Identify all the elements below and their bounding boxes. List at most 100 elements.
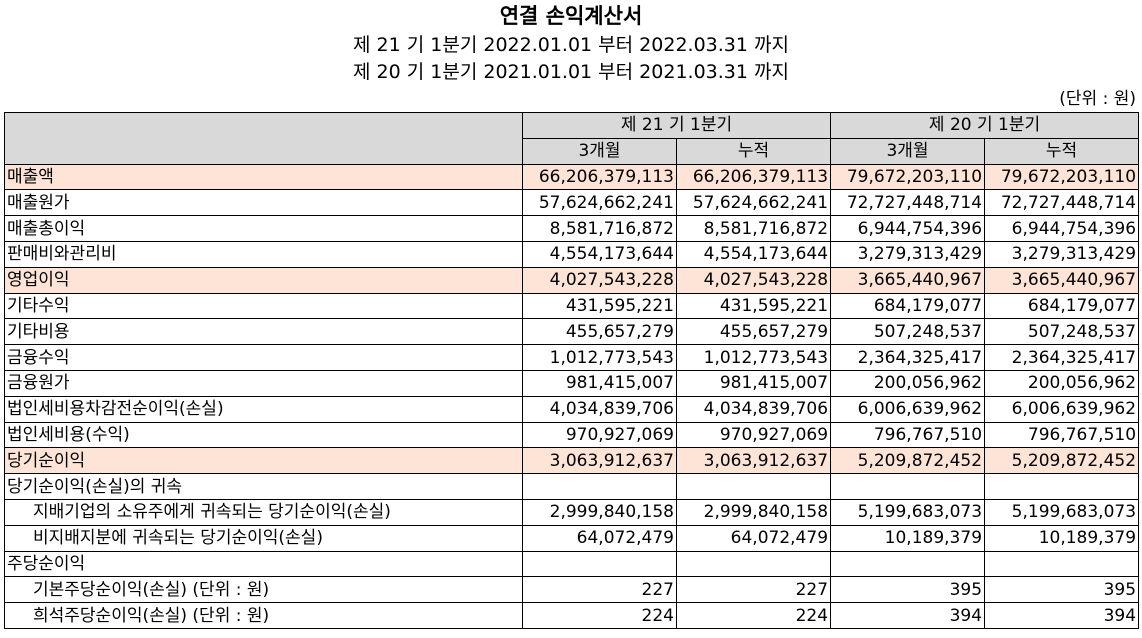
table-row: 비지배지분에 귀속되는 당기순이익(손실) 64,072,479 64,072,… (4, 524, 1140, 552)
cell-value: 72,727,448,714 (830, 189, 986, 217)
row-label: 지배기업의 소유주에게 귀속되는 당기순이익(손실) (4, 498, 523, 526)
cell-value: 227 (675, 576, 832, 604)
cell-value: 10,189,379 (830, 524, 986, 552)
table-row: 법인세비용(수익) 970,927,069 970,927,069 796,76… (4, 421, 1140, 449)
cell-value: 5,209,872,452 (830, 447, 986, 475)
cell-value: 8,581,716,872 (522, 215, 677, 242)
cell-value: 72,727,448,714 (984, 189, 1140, 217)
period-prior: 제 20 기 1분기 2021.01.01 부터 2021.03.31 까지 (353, 61, 789, 83)
period-current: 제 21 기 1분기 2022.01.01 부터 2022.03.31 까지 (353, 34, 789, 56)
table-row: 당기순이익(손실)의 귀속 (4, 473, 1140, 500)
header-cum-prior: 누적 (984, 137, 1140, 165)
cell-value: 796,767,510 (984, 421, 1140, 449)
cell-value: 6,006,639,962 (830, 395, 986, 423)
row-label: 비지배지분에 귀속되는 당기순이익(손실) (4, 524, 523, 552)
cell-value: 10,189,379 (984, 524, 1140, 552)
table-row: 판매비와관리비 4,554,173,644 4,554,173,644 3,27… (4, 240, 1140, 268)
table-row: 금융수익 1,012,773,543 1,012,773,543 2,364,3… (4, 344, 1140, 371)
cell-value: 8,581,716,872 (675, 215, 832, 242)
row-label: 기타수익 (4, 292, 523, 320)
cell-value: 3,665,440,967 (830, 266, 986, 294)
row-label: 영업이익 (4, 266, 523, 294)
cell-value: 79,672,203,110 (830, 163, 986, 191)
cell-value: 6,944,754,396 (984, 215, 1140, 242)
header-row-sub: 3개월 누적 3개월 누적 (5, 137, 1140, 165)
table-row: 기타비용 455,657,279 455,657,279 507,248,537… (4, 318, 1140, 346)
cell-value: 79,672,203,110 (984, 163, 1140, 191)
table-row: 기타수익 431,595,221 431,595,221 684,179,077… (4, 292, 1140, 320)
cell-value: 1,012,773,543 (522, 344, 677, 371)
cell-value: 395 (830, 576, 986, 604)
cell-value: 3,665,440,967 (984, 266, 1140, 294)
cell-value: 200,056,962 (984, 369, 1140, 397)
cell-value: 394 (830, 602, 986, 629)
table-row: 기본주당순이익(손실) (단위 : 원) 227 227 395 395 (4, 576, 1140, 604)
cell-value (830, 550, 986, 578)
cell-value: 981,415,007 (675, 369, 832, 397)
cell-value (675, 473, 832, 500)
header-3m-prior: 3개월 (830, 137, 986, 165)
cell-value: 66,206,379,113 (522, 163, 677, 191)
cell-value: 6,944,754,396 (830, 215, 986, 242)
cell-value (984, 473, 1140, 500)
cell-value: 507,248,537 (984, 318, 1140, 346)
cell-value (522, 550, 677, 578)
cell-value: 1,012,773,543 (675, 344, 832, 371)
cell-value: 57,624,662,241 (675, 189, 832, 217)
row-label: 판매비와관리비 (4, 240, 523, 268)
cell-value: 227 (522, 576, 677, 604)
cell-value: 3,063,912,637 (522, 447, 677, 475)
cell-value: 507,248,537 (830, 318, 986, 346)
cell-value (675, 550, 832, 578)
cell-value: 2,364,325,417 (830, 344, 986, 371)
row-label: 매출액 (4, 163, 523, 191)
cell-value: 4,027,543,228 (675, 266, 832, 294)
cell-value: 2,364,325,417 (984, 344, 1140, 371)
cell-value: 4,554,173,644 (522, 240, 677, 268)
cell-value: 5,209,872,452 (984, 447, 1140, 475)
cell-value: 684,179,077 (984, 292, 1140, 320)
cell-value: 981,415,007 (522, 369, 677, 397)
row-label: 기본주당순이익(손실) (단위 : 원) (4, 576, 523, 604)
cell-value: 224 (522, 602, 677, 629)
row-label: 당기순이익 (4, 447, 523, 475)
row-label: 매출원가 (4, 189, 523, 217)
unit-label: (단위 : 원) (1059, 89, 1136, 109)
cell-value: 2,999,840,158 (522, 498, 677, 526)
cell-value: 4,027,543,228 (522, 266, 677, 294)
cell-value: 394 (984, 602, 1140, 629)
header-group-current: 제 21 기 1분기 (521, 112, 832, 139)
cell-value: 684,179,077 (830, 292, 986, 320)
table-row: 영업이익 4,027,543,228 4,027,543,228 3,665,4… (4, 266, 1140, 294)
table-row: 매출액 66,206,379,113 66,206,379,113 79,672… (4, 163, 1140, 191)
cell-value: 3,279,313,429 (984, 240, 1140, 268)
cell-value: 200,056,962 (830, 369, 986, 397)
header-3m-current: 3개월 (522, 137, 677, 165)
cell-value (830, 473, 986, 500)
cell-value: 2,999,840,158 (675, 498, 832, 526)
row-label: 희석주당순이익(손실) (단위 : 원) (4, 602, 523, 629)
cell-value: 66,206,379,113 (675, 163, 832, 191)
table-row: 주당순이익 (4, 550, 1140, 578)
row-label: 금융원가 (4, 369, 523, 397)
row-label: 법인세비용차감전순이익(손실) (4, 395, 523, 423)
row-label: 매출총이익 (4, 215, 523, 242)
row-label: 법인세비용(수익) (4, 421, 523, 449)
header-cum-current: 누적 (675, 137, 832, 165)
cell-value: 970,927,069 (522, 421, 677, 449)
cell-value: 224 (675, 602, 832, 629)
cell-value: 431,595,221 (675, 292, 832, 320)
table-row: 금융원가 981,415,007 981,415,007 200,056,962… (4, 369, 1140, 397)
header-group-prior: 제 20 기 1분기 (830, 112, 1140, 139)
cell-value: 4,554,173,644 (675, 240, 832, 268)
cell-value (984, 550, 1140, 578)
cell-value (522, 473, 677, 500)
cell-value: 5,199,683,073 (984, 498, 1140, 526)
income-statement-table: 제 21 기 1분기 제 20 기 1분기 3개월 누적 3개월 누적 매출액 … (4, 112, 1140, 629)
cell-value: 6,006,639,962 (984, 395, 1140, 423)
cell-value: 970,927,069 (675, 421, 832, 449)
cell-value: 796,767,510 (830, 421, 986, 449)
cell-value: 3,063,912,637 (675, 447, 832, 475)
header-account (4, 112, 523, 165)
cell-value: 455,657,279 (675, 318, 832, 346)
